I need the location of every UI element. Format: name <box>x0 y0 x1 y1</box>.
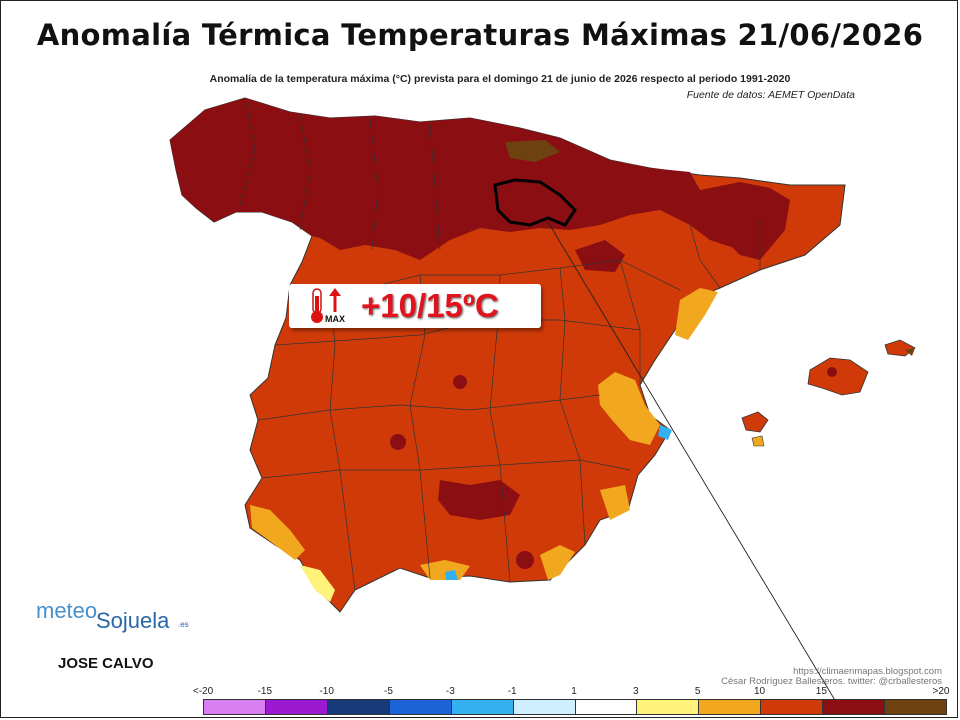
legend-tick-label: -15 <box>257 686 273 697</box>
ne-hot-patch <box>700 182 790 260</box>
mallorca <box>807 357 869 396</box>
legend-swatch <box>575 700 638 714</box>
hot-spot-3 <box>516 551 534 569</box>
legend-swatch <box>823 700 886 714</box>
south-coast-mild <box>300 565 335 602</box>
legend-tick-label: 3 <box>633 686 639 697</box>
legend-tick-label: 15 <box>815 686 827 697</box>
data-source: Fuente de datos: AEMET OpenData <box>686 89 855 101</box>
legend-tick-label: -10 <box>319 686 334 697</box>
sea-cool-spot-2 <box>658 425 672 440</box>
menorca-east <box>905 348 915 356</box>
logo-sojuela-text: Sojuela <box>96 608 170 633</box>
legend-tick-label: -3 <box>445 686 455 697</box>
south-coast-mild-2 <box>420 560 470 580</box>
legend-swatch <box>265 700 328 714</box>
legend-tick-label: >20 <box>932 686 950 697</box>
hot-spot-2 <box>390 434 406 450</box>
logo-meteo-text: meteo <box>36 598 98 623</box>
sea-cool-spot <box>445 570 458 580</box>
legend-swatch <box>885 700 947 714</box>
legend-ticks: <-20 -15 -10 -5 -3 -1 1 3 5 10 15 >20 <box>193 686 950 700</box>
legend-swatch <box>327 700 390 714</box>
credit-author: César Rodríguez Ballesteros. twitter: @c… <box>721 676 942 687</box>
map-title: Anomalía Térmica Temperaturas Máximas 21… <box>36 18 924 52</box>
north-hot-band <box>170 98 775 260</box>
legend-tick-label: -5 <box>384 686 393 697</box>
credit-url: https://climaenmapas.blogspot.com <box>793 666 942 677</box>
legend-swatch <box>389 700 452 714</box>
author-name: JOSE CALVO <box>58 655 154 672</box>
legend-swatch <box>637 700 700 714</box>
east-coast-mild <box>598 372 660 445</box>
la-rioja-outline <box>493 178 577 227</box>
legend-tick-label: <-20 <box>192 686 214 697</box>
legend-tick-label: 1 <box>571 686 577 697</box>
ibiza <box>741 411 769 433</box>
legend-swatch <box>761 700 824 714</box>
southwest-coast-mild <box>250 505 305 560</box>
east-coast-mild-2 <box>675 288 718 340</box>
peak-patch <box>505 140 560 162</box>
legend-tick-label: 5 <box>694 686 701 697</box>
logo-es-text: .es <box>178 620 189 629</box>
color-legend <box>203 699 947 715</box>
legend-tick-label: 10 <box>753 686 766 697</box>
legend-swatch <box>204 700 266 714</box>
legend-swatch <box>451 700 514 714</box>
anomaly-badge: MAX +10/15ºC <box>289 284 541 328</box>
max-label: MAX <box>325 314 345 324</box>
map-subtitle: Anomalía de la temperatura máxima (°C) p… <box>209 73 791 85</box>
anomaly-value: +10/15ºC <box>361 287 499 324</box>
legend-swatch <box>513 700 576 714</box>
thermometer-up-icon <box>311 288 341 323</box>
formentera <box>751 435 765 447</box>
connector-line <box>547 221 837 703</box>
legend-tick-label: -1 <box>507 686 517 697</box>
meteosojuela-logo: meteo Sojuela .es <box>36 598 206 638</box>
south-coast-mild-3 <box>540 545 575 580</box>
mallorca-hot-spot <box>827 367 837 377</box>
central-hot-patch-1 <box>438 480 520 520</box>
hot-spot-1 <box>453 375 467 389</box>
legend-swatch <box>699 700 762 714</box>
southeast-coast-mild <box>600 485 630 520</box>
